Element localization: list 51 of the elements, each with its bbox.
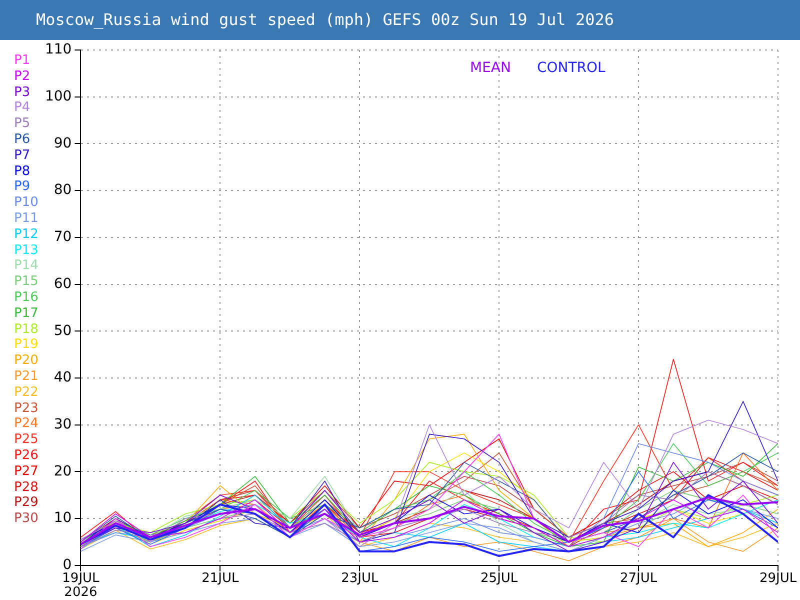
text: P22 [14,384,38,401]
x-tick-label: 29JUL [759,570,798,586]
y-tick-label: 70 [54,229,72,246]
text: P19 [14,337,38,354]
text: P29 [14,495,38,512]
y-tick-label: 30 [54,416,72,432]
y-tick-label: 80 [54,182,72,198]
chart-title: Moscow_Russia wind gust speed (mph) GEFS 00z Sun 19 Jul 2026 [36,10,614,29]
y-tick-label: 60 [54,276,72,292]
text: P2 [14,68,32,85]
text: P24 [14,416,38,432]
text: MEAN [470,60,511,76]
text: P16 [14,290,38,306]
text: P10 [14,195,38,211]
text: P14 [14,258,38,274]
y-tick-label: 20 [54,463,72,480]
text: P30 [14,511,38,527]
y-tick-label: 40 [54,370,72,386]
text: P27 [14,464,38,480]
x-tick-label: 23JUL [341,570,379,586]
text: P20 [14,353,38,369]
text: P25 [14,432,38,448]
y-tick-label: 10 [54,510,72,526]
text: P28 [14,480,38,496]
x-tick-label: 21JUL [202,570,240,586]
x-tick-label: 27JUL [620,570,658,586]
text: P6 [14,132,32,148]
text: P13 [14,242,38,258]
text: P3 [14,84,32,100]
text: P9 [14,179,32,196]
y-tick-label: 100 [44,88,72,104]
text: P17 [14,306,38,322]
text: P21 [14,368,38,385]
text: P23 [14,400,38,416]
text: P1 [14,53,32,69]
y-tick-label: 0 [62,557,72,574]
text: P15 [14,274,38,290]
text: P5 [14,116,32,132]
text: P11 [14,210,38,227]
text: P12 [14,226,38,243]
text: CONTROL [536,60,606,76]
text: P8 [14,164,32,180]
text: P4 [14,100,32,116]
text: P26 [14,448,38,464]
x-tick-label: 19JUL 2026 [62,570,100,600]
text: P18 [14,322,38,338]
y-tick-label: 90 [54,135,72,152]
y-tick-label: 50 [54,322,72,339]
x-tick-label: 25JUL [480,570,518,586]
y-tick-label: 110 [44,42,72,58]
text: P7 [14,148,32,164]
